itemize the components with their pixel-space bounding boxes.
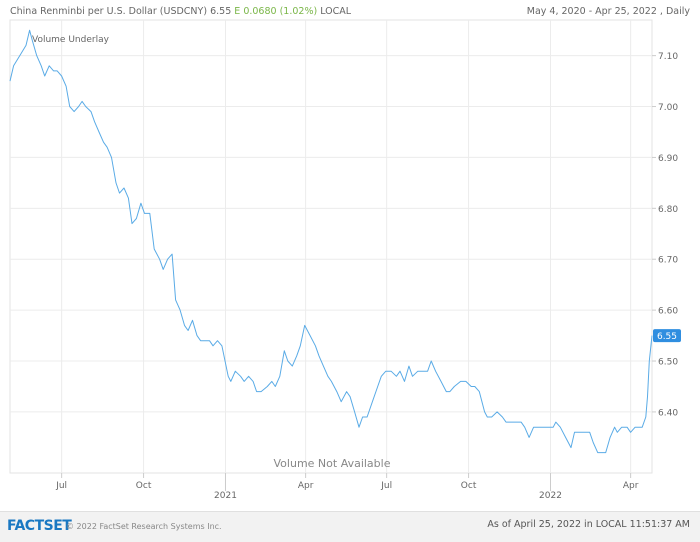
y-tick-label: 6.60 (658, 307, 678, 317)
footer: FACTSET © 2022 FactSet Research Systems … (0, 511, 700, 542)
y-tick-label: 7.00 (658, 103, 678, 113)
last-value-label: 6.55 (657, 332, 677, 342)
y-tick-label: 6.80 (658, 205, 678, 215)
y-tick-label: 6.70 (658, 256, 678, 266)
usdcny-price-line (9, 29, 653, 454)
x-tick-label: Apr (298, 481, 314, 491)
copyright-text: © 2022 FactSet Research Systems Inc. (66, 522, 222, 531)
date-range: May 4, 2020 - Apr 25, 2022 , Daily (526, 6, 690, 17)
y-tick-label: 6.90 (658, 154, 678, 164)
factset-logo: FACTSET (7, 518, 72, 534)
x-tick-label: Apr (623, 481, 639, 491)
plot-area (9, 19, 653, 474)
y-tick-label: 7.10 (658, 52, 678, 62)
instrument-name: China Renminbi per U.S. Dollar (USDCNY) (10, 6, 208, 17)
last-value-badge (653, 329, 681, 343)
legend-volume-underlay: Volume Underlay (32, 35, 110, 45)
last-price: 6.55 (210, 6, 232, 17)
year-label: 2021 (214, 491, 237, 501)
price-chart: 6.40 6.50 6.60 6.70 6.80 6.90 7.00 7.10 Jul Oct Ap… (9, 19, 681, 501)
price-change: 0.0680 (1.02%) (243, 6, 318, 17)
x-tick-label: Jul (380, 481, 392, 491)
x-tick-label: Oct (136, 481, 152, 491)
y-tick-label: 6.50 (658, 358, 678, 368)
volume-not-available-note: Volume Not Available (274, 457, 391, 470)
as-of-timestamp: As of April 25, 2022 in LOCAL 11:51:37 A… (487, 519, 690, 530)
estimate-flag: E (234, 6, 241, 17)
x-tick-label: Jul (55, 481, 67, 491)
year-label: 2022 (539, 491, 562, 501)
chart-header-instrument: China Renminbi per U.S. Dollar (USDCNY) … (10, 6, 351, 17)
currency-label: LOCAL (320, 6, 352, 17)
y-tick-label: 6.40 (658, 408, 678, 418)
x-tick-label: Oct (461, 481, 477, 491)
